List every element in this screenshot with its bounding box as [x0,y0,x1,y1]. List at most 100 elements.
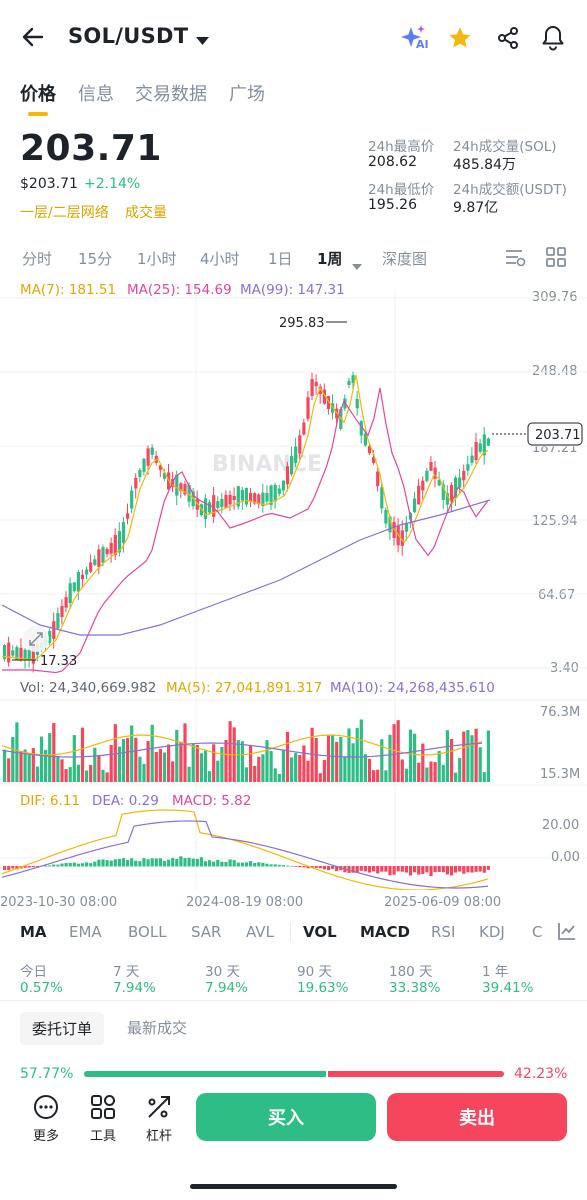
ind-macd[interactable]: MACD [360,923,410,941]
volume-bar [302,745,306,782]
tab-price[interactable]: 价格 [20,84,56,105]
ind-vol[interactable]: VOL [303,923,337,941]
buy-button[interactable]: 买入 [196,1093,376,1141]
tf-depth[interactable]: 深度图 [382,250,428,268]
low-label: 24h最低价 [368,182,435,198]
macd-bar [64,862,68,867]
ind-rsi[interactable]: RSI [431,923,456,941]
macd-bar [322,866,326,870]
ind-avl[interactable]: AVL [246,923,274,941]
candle-body [302,422,306,435]
tools-label[interactable]: 工具 [89,1129,116,1144]
tab-trading-data[interactable]: 交易数据 [135,84,207,105]
candle-body [117,531,121,553]
tf-15m[interactable]: 15分 [78,250,113,268]
more-icon[interactable] [33,1094,59,1124]
macd-bar [413,866,417,873]
tf-1h[interactable]: 1小时 [137,250,177,268]
volume-bar [179,741,183,782]
macd-bar [7,866,11,871]
date-label: 2025-06-09 08:00 [384,895,502,910]
macd-bar [130,858,134,867]
tab-open-orders[interactable]: 委托订单 [20,1012,105,1045]
candle-body [23,649,27,659]
ind-sar[interactable]: SAR [191,923,222,941]
tf-1w[interactable]: 1周 [317,250,343,268]
sell-ratio: 42.23% [514,1066,568,1082]
macd-bar [216,859,220,867]
volume-bar [318,773,322,782]
bell-icon[interactable] [541,25,565,55]
tf-1d[interactable]: 1日 [268,250,293,268]
macd-bar [417,866,421,875]
macd-bar [195,858,199,867]
candle-body [134,477,138,489]
star-icon[interactable] [448,26,472,54]
sell-button[interactable]: 卖出 [387,1093,567,1141]
ma7-line [1,374,489,661]
ai-sparkle-icon[interactable] [400,25,430,55]
layout-grid-icon[interactable] [546,247,566,271]
macd-bar [253,862,257,867]
tab-latest-trades[interactable]: 最新成交 [127,1019,188,1037]
volume-bar [421,743,425,782]
macd-bar [126,859,130,867]
dropdown-caret-icon[interactable] [196,31,209,50]
kline-chart[interactable]: BINANCE 203.71 295.83 17.33 [0,290,587,890]
candle-body [179,483,183,492]
ind-boll[interactable]: BOLL [128,923,167,941]
volume-tag[interactable]: 成交量 [125,205,167,221]
candle-body [290,455,294,475]
macd-bar [437,866,441,872]
tools-icon[interactable] [90,1094,116,1124]
volume-bar [105,772,109,782]
candle-body [220,498,224,507]
candle-body [376,471,380,487]
expand-icon[interactable] [23,626,49,652]
indicator-chart-icon[interactable] [557,921,577,945]
macd-bar [150,858,154,867]
tab-info[interactable]: 信息 [78,84,114,105]
macd-bar [162,860,167,867]
candle-body [68,583,72,604]
category-tag[interactable]: 一层/二层网络 [20,205,109,221]
ind-more[interactable]: C [532,923,543,941]
tf-line[interactable]: 分时 [22,250,53,268]
macd-bar [359,866,363,871]
volume-bar [429,761,433,782]
volume-bar [290,757,294,782]
macd-bar [331,866,335,869]
dif-legend: DIF: 6.11 [20,793,80,809]
macd-bar [269,864,273,867]
volume-bar [93,747,97,782]
macd-bar [425,866,429,873]
ind-kdj[interactable]: KDJ [479,923,505,941]
tab-square[interactable]: 广场 [229,84,265,105]
volume-bar [72,735,76,782]
share-icon[interactable] [496,26,520,54]
back-arrow-icon[interactable] [22,26,44,48]
pair-title[interactable]: SOL/USDT [68,24,189,48]
last-price-tag: 203.71 [535,428,581,443]
macd-bar [294,866,298,867]
volume-bar [281,749,285,782]
candle-body [142,458,146,472]
volume-bar [269,750,273,782]
leverage-label[interactable]: 杠杆 [145,1129,172,1144]
macd-bar [171,857,175,867]
candle-body [449,484,454,503]
ind-ma[interactable]: MA [20,923,47,941]
macd-bar [486,866,490,870]
chart-settings-icon[interactable] [504,247,526,271]
volume-bar [388,734,392,782]
more-label[interactable]: 更多 [32,1129,59,1144]
vol-usdt-value: 9.87亿 [453,200,499,216]
tf-more-caret-icon[interactable] [352,255,362,274]
ind-ema[interactable]: EMA [69,923,102,941]
leverage-icon[interactable] [146,1094,172,1124]
candle-body [15,647,19,660]
macd-bar [121,858,126,867]
tf-4h[interactable]: 4小时 [200,250,240,268]
candle-body [253,493,257,504]
volume-bar [261,754,265,782]
